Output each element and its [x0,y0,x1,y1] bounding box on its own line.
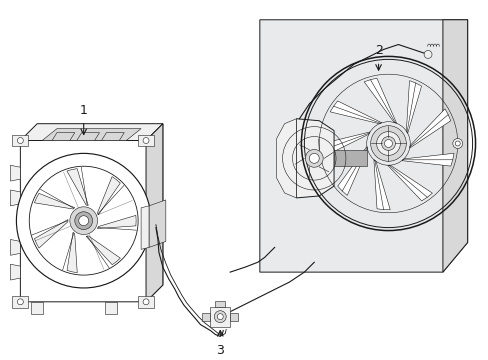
Polygon shape [146,124,163,302]
Polygon shape [259,20,467,272]
Polygon shape [97,176,120,215]
Polygon shape [364,78,396,123]
Polygon shape [67,168,88,206]
Polygon shape [333,150,366,166]
Circle shape [309,153,319,163]
Polygon shape [105,302,117,314]
Polygon shape [102,132,124,140]
Polygon shape [329,101,381,124]
Text: 3: 3 [216,345,224,357]
Polygon shape [442,20,467,272]
Circle shape [70,207,97,234]
Circle shape [214,311,226,323]
Circle shape [17,153,151,288]
Polygon shape [10,190,20,206]
Circle shape [18,138,23,144]
Circle shape [384,140,392,148]
Circle shape [452,139,462,148]
Polygon shape [215,301,225,307]
Polygon shape [149,200,165,247]
Polygon shape [138,135,154,147]
Circle shape [376,132,400,156]
Polygon shape [77,132,100,140]
Polygon shape [52,132,75,140]
Circle shape [143,138,149,144]
Circle shape [217,314,223,320]
Polygon shape [34,220,68,248]
Polygon shape [10,165,20,181]
Polygon shape [296,119,333,198]
Circle shape [29,166,138,275]
Circle shape [18,299,23,305]
Polygon shape [373,159,389,210]
Polygon shape [86,236,120,265]
Circle shape [143,299,149,305]
Polygon shape [138,296,154,308]
Polygon shape [401,153,453,166]
Polygon shape [276,119,296,198]
Polygon shape [409,109,450,148]
Polygon shape [202,313,210,321]
Circle shape [370,126,406,161]
Circle shape [423,50,431,58]
Polygon shape [141,206,149,249]
Circle shape [305,149,323,167]
Polygon shape [10,264,20,280]
Polygon shape [12,296,28,308]
Text: 1: 1 [80,104,87,117]
Polygon shape [387,165,431,201]
Circle shape [454,141,459,146]
Text: 2: 2 [374,44,382,57]
Circle shape [79,216,88,226]
Polygon shape [67,232,77,273]
Polygon shape [230,313,238,321]
Polygon shape [337,147,366,195]
Circle shape [381,136,395,150]
Polygon shape [31,302,43,314]
Polygon shape [42,129,141,140]
Polygon shape [322,132,369,157]
Polygon shape [12,135,28,147]
Polygon shape [20,124,163,140]
Polygon shape [34,193,75,209]
Circle shape [75,212,92,230]
Polygon shape [210,307,230,327]
Polygon shape [20,124,163,302]
Polygon shape [97,215,136,229]
Polygon shape [10,239,20,255]
Polygon shape [406,81,421,133]
